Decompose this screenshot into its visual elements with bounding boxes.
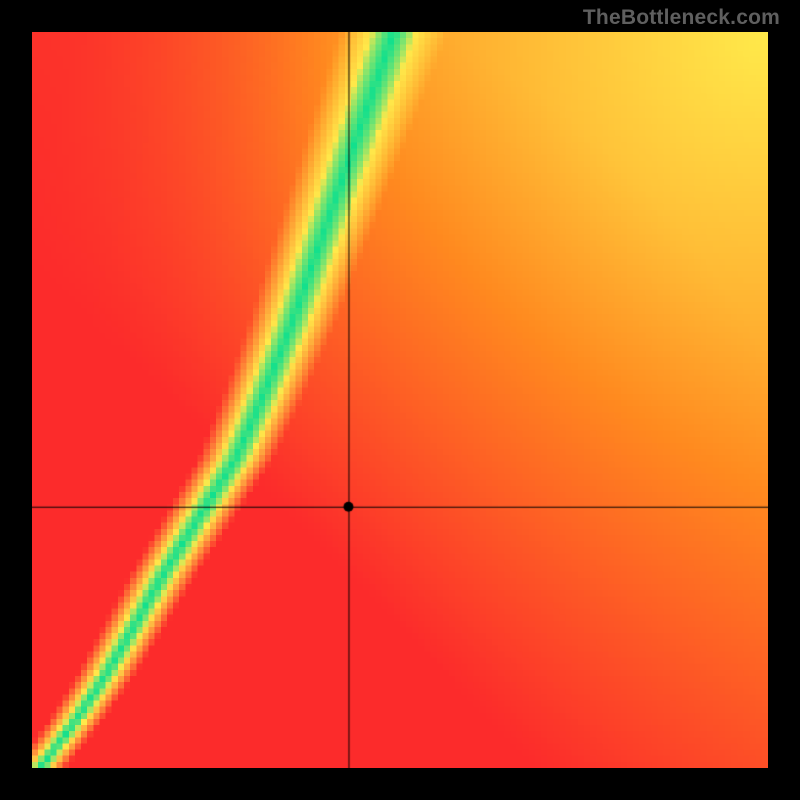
watermark-text: TheBottleneck.com — [583, 6, 780, 30]
bottleneck-heatmap — [32, 32, 768, 768]
plot-area — [32, 32, 768, 768]
